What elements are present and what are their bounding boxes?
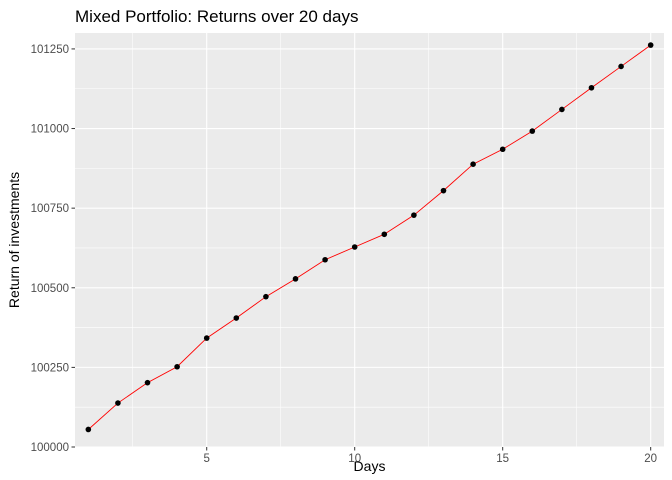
- y-tick-label: 100750: [31, 203, 69, 215]
- data-point: [470, 161, 476, 168]
- data-point: [203, 335, 210, 341]
- x-tick-label: 20: [644, 453, 657, 465]
- y-tick-label: 100500: [31, 283, 69, 295]
- x-tick-label: 15: [496, 453, 509, 465]
- data-point: [144, 379, 151, 386]
- x-tick-label: 10: [348, 453, 361, 465]
- data-point: [618, 63, 624, 70]
- y-tick-label: 101000: [31, 124, 69, 136]
- x-tick-label: 5: [204, 453, 210, 465]
- data-point: [233, 315, 240, 321]
- y-axis-title: Return of investments: [6, 172, 22, 308]
- y-tick-label: 100000: [31, 442, 69, 454]
- tick-labels: 5 10 15 20 100000 100250 100500 100750 101000 101…: [31, 44, 657, 465]
- y-tick-label: 100250: [31, 362, 69, 374]
- y-tick-label: 101250: [31, 44, 69, 56]
- minor-gridlines: [75, 33, 664, 447]
- data-point: [559, 106, 565, 113]
- x-axis-title: Days: [354, 458, 386, 474]
- axis-ticks: [71, 48, 652, 451]
- data-point: [499, 146, 506, 153]
- data-point: [411, 212, 417, 218]
- data-point: [322, 256, 328, 263]
- chart-title: Mixed Portfolio: Returns over 20 days: [75, 7, 358, 26]
- data-point: [351, 244, 358, 250]
- data-point: [174, 363, 180, 370]
- major-gridlines: [75, 33, 664, 448]
- data-point: [588, 84, 595, 91]
- data-point: [529, 128, 536, 134]
- data-point: [263, 293, 269, 300]
- plot-panel: [75, 33, 664, 447]
- series-line: [88, 44, 651, 430]
- data-point: [292, 276, 299, 282]
- data-point: [440, 187, 447, 194]
- series-layer: [85, 42, 654, 433]
- data-point: [115, 400, 121, 406]
- data-point: [381, 231, 388, 238]
- data-point: [85, 426, 92, 433]
- data-point: [647, 42, 654, 48]
